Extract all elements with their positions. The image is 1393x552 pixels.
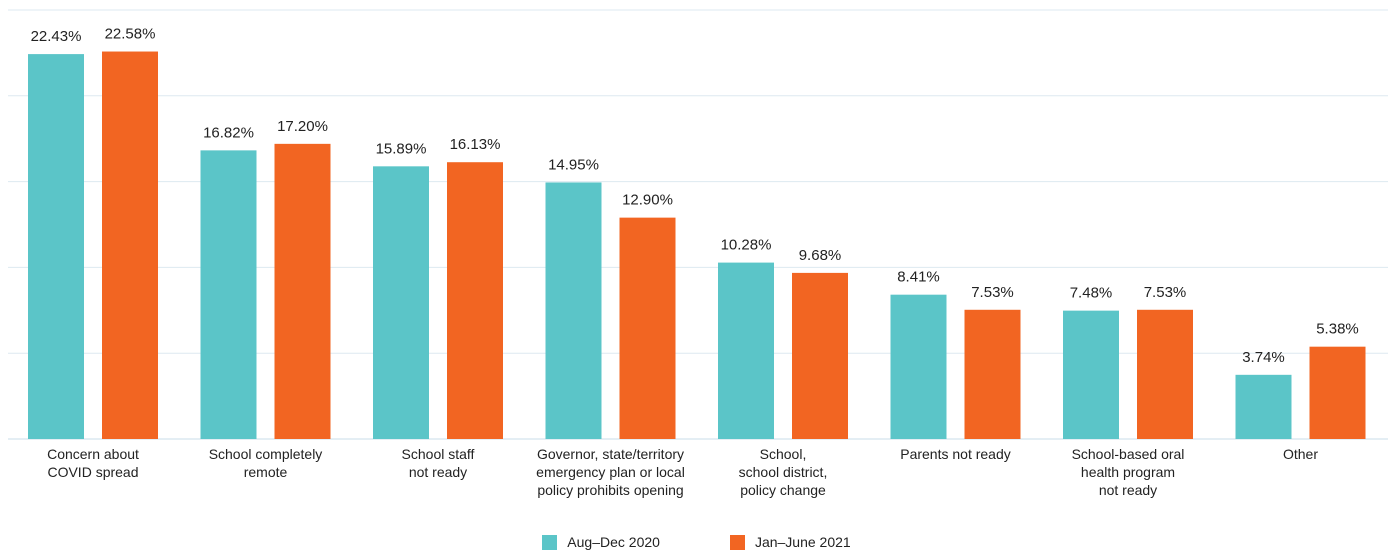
legend-item-series-1: Aug–Dec 2020 <box>542 532 660 552</box>
bar-series-1-cat-6 <box>890 294 947 439</box>
legend: Aug–Dec 2020 Jan–June 2021 <box>0 532 1393 552</box>
legend-item-series-2: Jan–June 2021 <box>729 532 851 552</box>
data-label-series-2-cat-7: 7.53% <box>1144 284 1187 301</box>
bar-series-2-cat-5 <box>792 272 848 439</box>
data-label-series-2-cat-8: 5.38% <box>1316 321 1359 338</box>
data-label-series-1-cat-4: 14.95% <box>548 156 599 173</box>
data-label-series-1-cat-6: 8.41% <box>897 269 940 286</box>
data-label-series-2-cat-4: 12.90% <box>622 192 673 209</box>
category-label-2: School completely remote <box>209 446 323 480</box>
bar-chart: 22.43% 22.58% 16.82% 17.20% 15.89% 16.13% 14.9… <box>8 9 1388 498</box>
data-label-series-2-cat-2: 17.20% <box>277 118 328 135</box>
data-label-series-1-cat-8: 3.74% <box>1242 349 1285 366</box>
legend-label-series-2: Jan–June 2021 <box>754 534 851 550</box>
legend-swatch-series-1 <box>542 534 558 550</box>
legend-swatch-series-2 <box>729 534 745 550</box>
category-labels: Concern about COVID spread School complete… <box>47 446 1318 498</box>
bar-series-1-cat-1 <box>28 54 84 440</box>
data-label-series-2-cat-6: 7.53% <box>971 284 1014 301</box>
bar-series-1-cat-5 <box>718 262 774 439</box>
data-label-series-2-cat-5: 9.68% <box>799 247 842 264</box>
data-label-series-2-cat-3: 16.13% <box>450 136 501 153</box>
bar-series-2-cat-4 <box>619 217 676 439</box>
category-label-5: School, school district, policy change <box>739 446 828 498</box>
data-label-series-1-cat-2: 16.82% <box>203 124 254 141</box>
data-label-series-2-cat-1: 22.58% <box>105 26 156 43</box>
data-label-series-1-cat-7: 7.48% <box>1070 285 1113 302</box>
bar-series-2-cat-8 <box>1309 346 1366 439</box>
data-label-series-1-cat-3: 15.89% <box>376 140 427 157</box>
bar-series-2-cat-1 <box>102 51 158 440</box>
bar-series-2-cat-2 <box>274 143 331 439</box>
bar-series-1-cat-3 <box>373 166 429 439</box>
bars: 22.43% 22.58% 16.82% 17.20% 15.89% 16.13% 14.9… <box>28 26 1366 440</box>
data-label-series-1-cat-5: 10.28% <box>721 237 772 254</box>
category-label-3: School staff not ready <box>402 446 475 480</box>
category-label-4: Governor, state/territory emergency plan … <box>536 446 685 498</box>
category-label-8: Other <box>1283 446 1318 462</box>
bar-series-1-cat-8 <box>1235 374 1292 439</box>
bar-series-2-cat-3 <box>447 162 503 439</box>
category-label-6: Parents not ready <box>900 446 1011 462</box>
bar-series-2-cat-7 <box>1137 309 1193 439</box>
bar-series-1-cat-7 <box>1063 310 1119 439</box>
bar-series-1-cat-4 <box>545 182 602 439</box>
category-label-7: School-based oral health program not ready <box>1072 446 1185 498</box>
data-label-series-1-cat-1: 22.43% <box>31 28 82 45</box>
legend-label-series-1: Aug–Dec 2020 <box>567 534 660 550</box>
bar-series-1-cat-2 <box>200 150 257 439</box>
category-label-1: Concern about COVID spread <box>47 446 139 480</box>
bar-series-2-cat-6 <box>964 309 1021 439</box>
